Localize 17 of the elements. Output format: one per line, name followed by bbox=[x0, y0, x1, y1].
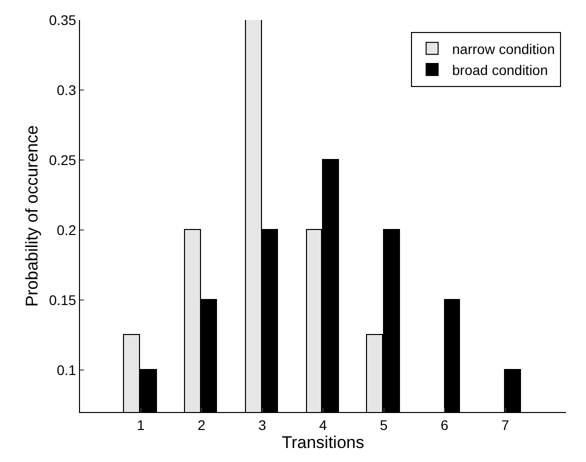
y-tick-label: 0.25 bbox=[48, 152, 76, 168]
x-tick-label: 6 bbox=[440, 416, 449, 433]
legend-label: broad condition bbox=[452, 62, 548, 78]
legend-label: narrow condition bbox=[452, 40, 555, 57]
y-tick-label: 0.2 bbox=[56, 222, 76, 238]
x-tick-label: 2 bbox=[198, 416, 206, 433]
y-tick-label: 0.1 bbox=[56, 362, 76, 378]
y-tick-label: 0.3 bbox=[56, 82, 76, 98]
x-tick-label: 4 bbox=[319, 416, 328, 433]
y-tick-label: 0.35 bbox=[48, 12, 76, 28]
y-tick-label: 0.15 bbox=[48, 292, 76, 308]
x-tick-label: 5 bbox=[380, 416, 388, 433]
x-tick-label: 7 bbox=[501, 416, 510, 433]
x-axis-title: Transitions bbox=[282, 433, 364, 452]
x-tick-label: 3 bbox=[258, 416, 266, 433]
y-axis-title: Probability of occurence bbox=[22, 125, 42, 307]
x-tick-label: 1 bbox=[136, 416, 145, 433]
